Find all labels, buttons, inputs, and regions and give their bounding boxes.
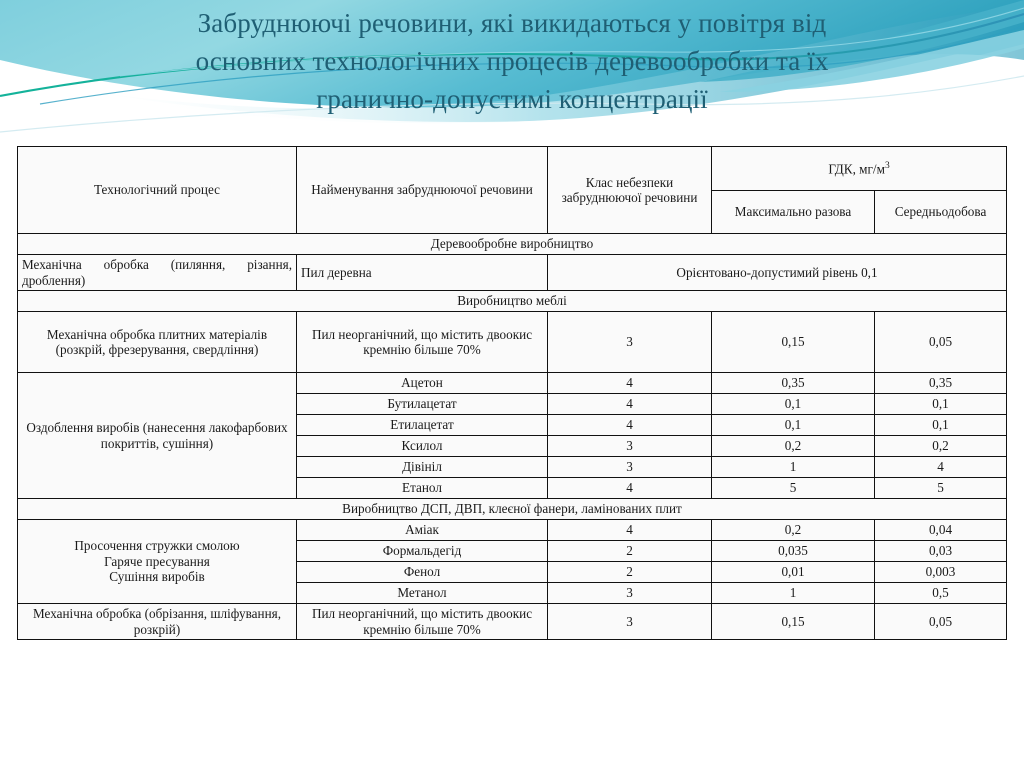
- header-substance: Найменування забруднюючої речовини: [296, 146, 548, 234]
- cell-hazard-class: 3: [547, 582, 712, 604]
- cell-substance: Пил неорганічний, що містить двоокис кре…: [296, 311, 548, 373]
- header-process: Технологічний процес: [17, 146, 297, 234]
- cell-substance: Пил деревна: [296, 254, 548, 291]
- cell-gdk-max: 1: [711, 456, 875, 478]
- cell-substance: Метанол: [296, 582, 548, 604]
- cell-hazard-class: 4: [547, 414, 712, 436]
- table-row: Механічна обробка плитних матеріалів (ро…: [17, 311, 1007, 373]
- section-header-row: Виробництво меблі: [17, 290, 1007, 312]
- cell-substance: Формальдегід: [296, 540, 548, 562]
- cell-gdk-max: 0,15: [711, 311, 875, 373]
- cell-gdk-max: 0,15: [711, 603, 875, 640]
- header-banner: [0, 0, 1024, 146]
- section-title-furniture: Виробництво меблі: [17, 290, 1007, 312]
- table-row: Бутилацетат 4 0,1 0,1: [18, 393, 1007, 415]
- cell-gdk-avg: 5: [874, 477, 1007, 499]
- cell-process-line-1: Просочення стружки смолою: [74, 538, 240, 554]
- cell-process: Механічна обробка плитних матеріалів (ро…: [17, 311, 297, 373]
- cell-gdk-max: 0,01: [711, 561, 875, 583]
- section-title-woodworking: Деревообробне виробництво: [17, 233, 1007, 255]
- cell-hazard-class: 3: [547, 435, 712, 457]
- section-header-row: Деревообробне виробництво: [17, 233, 1007, 255]
- pollutants-table: Технологічний процес Найменування забруд…: [17, 145, 1007, 640]
- cell-gdk-avg: 0,05: [874, 603, 1007, 640]
- cell-substance: Ксилол: [296, 435, 548, 457]
- cell-gdk-max: 0,2: [711, 435, 875, 457]
- cell-gdk-max: 0,1: [711, 414, 875, 436]
- cell-process: Механічна обробка (обрізання, шліфування…: [17, 603, 297, 640]
- header-gdk-group-label: ГДК, мг/м: [828, 160, 885, 176]
- cell-substance: Аміак: [296, 519, 548, 541]
- table-row: Метанол 3 1 0,5: [18, 582, 1007, 604]
- header-hazard-class: Клас небезпеки забруднюючої речовини: [547, 146, 712, 234]
- cell-gdk-max: 0,35: [711, 372, 875, 394]
- cell-hazard-class: 4: [547, 372, 712, 394]
- header-gdk-avg: Середньодобова: [874, 190, 1007, 234]
- cell-process-line-3: Сушіння виробів: [109, 569, 205, 585]
- cell-gdk-avg: 0,1: [874, 414, 1007, 436]
- pollutants-table-wrapper: Технологічний процес Найменування забруд…: [17, 145, 1007, 640]
- section-header-row: Виробництво ДСП, ДВП, клеєної фанери, ла…: [17, 498, 1007, 520]
- cell-gdk-max: 1: [711, 582, 875, 604]
- table-row: Механічна обробка (пиляння, різання, дро…: [17, 254, 1007, 291]
- cell-substance: Етилацетат: [296, 414, 548, 436]
- cell-gdk-avg: 0,003: [874, 561, 1007, 583]
- cell-hazard-class: 2: [547, 561, 712, 583]
- cell-gdk-max: 0,1: [711, 393, 875, 415]
- header-row-1: Технологічний процес Найменування забруд…: [17, 145, 1007, 234]
- cell-gdk-max: 0,035: [711, 540, 875, 562]
- page-title: Забруднюючі речовини, які викидаються у …: [0, 4, 1024, 118]
- cell-hazard-class: 4: [547, 477, 712, 499]
- cell-substance: Етанол: [296, 477, 548, 499]
- cell-substance: Бутилацетат: [296, 393, 548, 415]
- table-row: Ксилол 3 0,2 0,2: [18, 435, 1007, 457]
- table-body: Деревообробне виробництво Механічна обро…: [17, 233, 1007, 640]
- page-title-line-2: основних технологічних процесів деревооб…: [195, 46, 829, 76]
- cell-gdk-avg: 0,03: [874, 540, 1007, 562]
- cell-process: Механічна обробка (пиляння, різання, дро…: [17, 254, 297, 291]
- cell-hazard-class: 3: [547, 603, 712, 640]
- cell-gdk-max: 0,2: [711, 519, 875, 541]
- table-row: Оздоблення виробів (нанесення лакофарбов…: [17, 372, 1007, 499]
- header-row-2: Максимально разова Середньодобова: [18, 190, 1007, 234]
- table-head: Технологічний процес Найменування забруд…: [17, 145, 1007, 234]
- table-row: Дівініл 3 1 4: [18, 456, 1007, 478]
- cell-substance: Пил неорганічний, що містить двоокис кре…: [296, 603, 548, 640]
- cell-gdk-avg: 0,05: [874, 311, 1007, 373]
- cell-hazard-class: 4: [547, 393, 712, 415]
- cell-substance: Фенол: [296, 561, 548, 583]
- cell-gdk-avg: 0,04: [874, 519, 1007, 541]
- table-row: Механічна обробка (обрізання, шліфування…: [17, 603, 1007, 640]
- header-gdk-group: ГДК, мг/м3: [711, 145, 1007, 192]
- header-gdk-group-superscript: 3: [884, 160, 890, 171]
- cell-process: Оздоблення виробів (нанесення лакофарбов…: [17, 372, 297, 499]
- cell-gdk-avg: 0,1: [874, 393, 1007, 415]
- table-row: Просочення стружки смолою Гаряче пресува…: [17, 519, 1007, 604]
- cell-hazard-class: 4: [547, 519, 712, 541]
- cell-process: Просочення стружки смолою Гаряче пресува…: [17, 519, 297, 604]
- cell-gdk-max: 5: [711, 477, 875, 499]
- cell-substance: Дівініл: [296, 456, 548, 478]
- page-title-line-3: гранично-допустимі концентрації: [316, 84, 708, 114]
- table-row: Фенол 2 0,01 0,003: [18, 561, 1007, 583]
- cell-gdk-avg: 4: [874, 456, 1007, 478]
- cell-hazard-class: 2: [547, 540, 712, 562]
- cell-hazard-class: 3: [547, 456, 712, 478]
- section-title-panels: Виробництво ДСП, ДВП, клеєної фанери, ла…: [17, 498, 1007, 520]
- cell-gdk-avg: 0,35: [874, 372, 1007, 394]
- cell-hazard-class: 3: [547, 311, 712, 373]
- cell-gdk-avg: 0,5: [874, 582, 1007, 604]
- page-title-line-1: Забруднюючі речовини, які викидаються у …: [197, 8, 827, 38]
- cell-gdk-avg: 0,2: [874, 435, 1007, 457]
- cell-process-line-2: Гаряче пресування: [104, 553, 210, 569]
- cell-substance: Ацетон: [296, 372, 548, 394]
- header-gdk-max: Максимально разова: [711, 190, 875, 234]
- cell-span-note: Орієнтовано-допустимий рівень 0,1: [547, 254, 1007, 291]
